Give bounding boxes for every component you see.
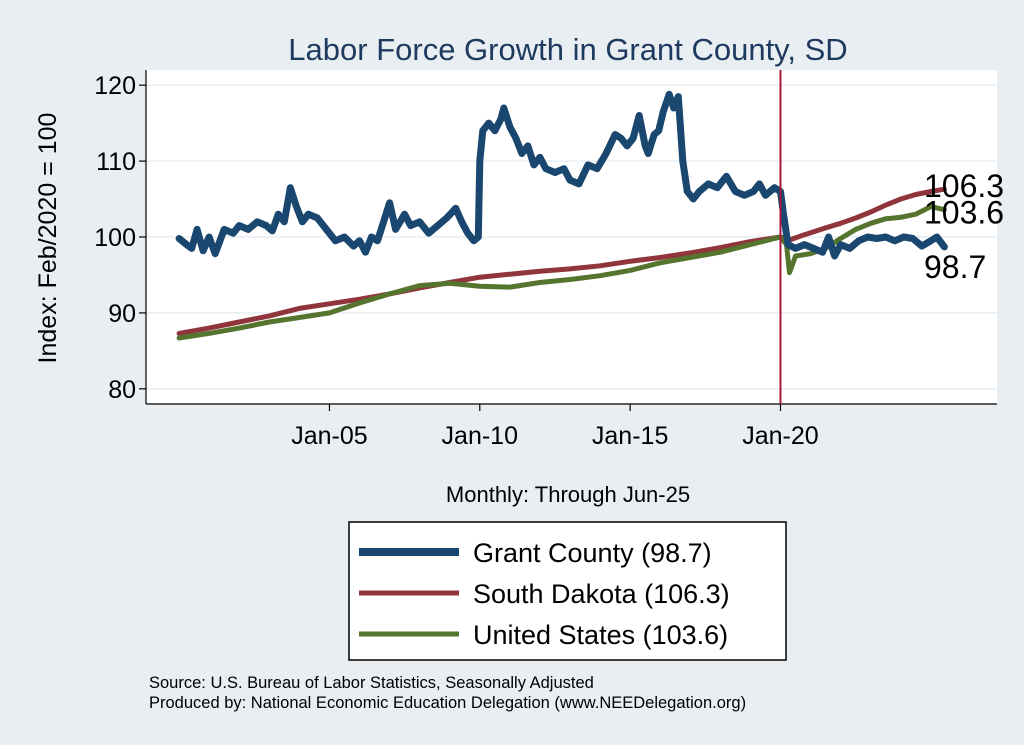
legend-label-grant-county: Grant County (98.7) xyxy=(473,538,712,568)
end-label-united-states: 103.6 xyxy=(924,195,1004,231)
x-tick-label-Jan-15: Jan-15 xyxy=(592,422,668,450)
series-line-united-states xyxy=(176,204,947,341)
legend-items: Grant County (98.7) South Dakota (106.3) U… xyxy=(359,538,730,650)
end-label-south-dakota: 106.3 xyxy=(924,168,1004,204)
x-tick-label-Jan-05: Jan-05 xyxy=(291,422,367,450)
y-tick-label-100: 100 xyxy=(94,224,136,252)
series-line-south-dakota xyxy=(176,186,947,336)
y-tick-label-110: 110 xyxy=(96,148,136,176)
x-axis-label: Monthly: Through Jun-25 xyxy=(446,482,690,507)
y-ticks: 80 90 100 110 120 xyxy=(94,72,146,404)
series-layer xyxy=(175,90,948,341)
y-axis-label: Index: Feb/2020 = 100 xyxy=(34,113,62,364)
end-label-grant-county: 98.7 xyxy=(924,249,986,285)
series-line-grant-county xyxy=(175,90,948,260)
gridlines xyxy=(146,84,997,390)
producer-line: Produced by: National Economic Education… xyxy=(149,694,746,712)
y-tick-label-120: 120 xyxy=(94,72,136,100)
chart-title: Labor Force Growth in Grant County, SD xyxy=(288,32,847,67)
x-tick-label-Jan-20: Jan-20 xyxy=(742,422,818,450)
y-tick-label-90: 90 xyxy=(108,300,136,328)
x-ticks: Jan-05 Jan-10 Jan-15 Jan-20 xyxy=(291,404,819,450)
legend-label-united-states: United States (103.6) xyxy=(473,620,728,650)
x-tick-label-Jan-10: Jan-10 xyxy=(442,422,518,450)
legend-label-south-dakota: South Dakota (106.3) xyxy=(473,579,730,609)
legend: Grant County (98.7) South Dakota (106.3) U… xyxy=(348,521,787,661)
source-line: Source: U.S. Bureau of Labor Statistics,… xyxy=(149,674,594,692)
y-tick-label-80: 80 xyxy=(108,376,136,404)
